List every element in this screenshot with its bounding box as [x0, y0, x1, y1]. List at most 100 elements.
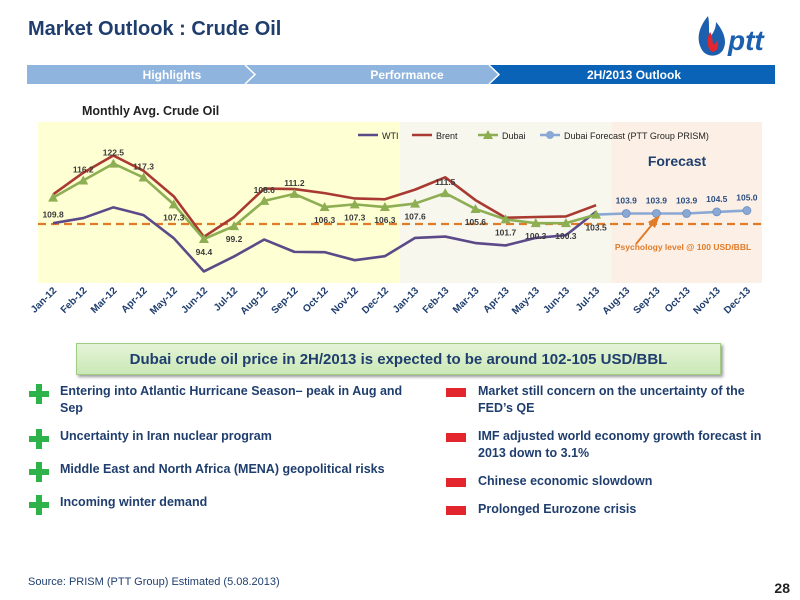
data-label-dubai: 108.6 — [254, 185, 276, 195]
x-tick-label: Oct-13 — [663, 285, 693, 315]
x-tick-label: Aug-13 — [601, 285, 633, 317]
minus-icon — [446, 478, 466, 487]
source-note: Source: PRISM (PTT Group) Estimated (5.0… — [28, 576, 280, 588]
data-label-dubai: 103.5 — [585, 223, 607, 233]
data-label-dubai: 107.3 — [344, 212, 366, 222]
data-label-forecast: 103.9 — [676, 196, 698, 206]
x-tick-label: Feb-13 — [421, 285, 452, 316]
data-point-dubai-forecast-ptt-group-prism — [742, 206, 752, 215]
reference-line-label: Psychology level @ 100 USD/BBL — [615, 242, 751, 252]
ptt-logo: ptt — [698, 16, 765, 56]
x-tick-label: Jul-13 — [574, 285, 603, 314]
data-point-dubai — [560, 218, 571, 228]
data-point-dubai — [319, 202, 330, 212]
data-point-dubai — [48, 192, 59, 202]
tab-2h2013-outlook[interactable]: 2H/2013 Outlook — [587, 68, 681, 82]
data-point-dubai — [530, 218, 541, 228]
x-tick-label: Apr-13 — [482, 285, 512, 315]
legend-label: Dubai — [502, 131, 526, 141]
data-label-dubai: 107.3 — [163, 212, 185, 222]
x-tick-label: Jun-13 — [541, 285, 572, 316]
data-point-dubai — [198, 233, 209, 243]
data-point-dubai — [440, 188, 451, 198]
data-label-dubai: 99.2 — [226, 234, 243, 244]
data-label-dubai: 117.3 — [133, 162, 154, 172]
factor-text: Incoming winter demand — [60, 495, 208, 509]
data-label-forecast: 103.9 — [646, 196, 668, 206]
data-label-dubai: 116.2 — [73, 164, 94, 174]
legend-marker — [546, 131, 554, 139]
forecast-region-label: Forecast — [648, 153, 707, 169]
ptt-logo-text: ptt — [727, 25, 765, 56]
minus-icon — [446, 433, 466, 442]
plot-region-2013-actual — [400, 122, 612, 283]
data-point-dubai — [229, 221, 240, 231]
data-label-dubai: 100.3 — [525, 231, 547, 241]
list-item: Chinese economic slowdown — [446, 473, 776, 490]
data-label-dubai: 111.2 — [284, 178, 305, 188]
tab-performance[interactable]: Performance — [370, 68, 444, 82]
list-item: IMF adjusted world economy growth foreca… — [446, 428, 776, 462]
factor-text: Middle East and North Africa (MENA) geop… — [60, 462, 385, 476]
data-label-dubai: 106.3 — [314, 215, 336, 225]
x-tick-label: Jul-12 — [212, 285, 241, 314]
chart-title: Monthly Avg. Crude Oil — [82, 104, 219, 118]
negative-factors-list: Market still concern on the uncertainty … — [446, 383, 776, 529]
legend-label: Brent — [436, 131, 458, 141]
x-tick-label: Dec-13 — [722, 285, 753, 316]
x-tick-label: Dec-12 — [360, 285, 391, 316]
x-tick-label: Apr-12 — [120, 285, 150, 315]
data-point-dubai — [410, 198, 421, 208]
x-tick-label: Mar-13 — [451, 285, 482, 316]
plus-icon — [28, 428, 50, 450]
data-label-dubai: 94.4 — [196, 247, 213, 257]
series-line-dubai-forecast-ptt-group-prism — [596, 209, 747, 216]
legend-marker — [483, 130, 493, 139]
x-tick-label: Sep-13 — [632, 285, 663, 316]
data-label-forecast: 103.9 — [616, 196, 638, 206]
x-tick-label: Jan-13 — [391, 285, 421, 315]
list-item: Market still concern on the uncertainty … — [446, 383, 776, 417]
x-tick-label: Nov-12 — [330, 285, 362, 317]
data-point-dubai — [108, 158, 119, 168]
factor-text: Chinese economic slowdown — [478, 474, 653, 488]
data-point-dubai — [500, 214, 511, 224]
outlook-callout: Dubai crude oil price in 2H/2013 is expe… — [76, 343, 721, 375]
plus-icon — [28, 383, 50, 405]
data-label-dubai: 105.6 — [465, 217, 487, 227]
list-item: Middle East and North Africa (MENA) geop… — [28, 461, 408, 483]
data-point-dubai — [138, 172, 149, 182]
x-tick-label: Oct-12 — [301, 285, 331, 315]
list-item: Entering into Atlantic Hurricane Season–… — [28, 383, 408, 417]
x-tick-label: Mar-12 — [89, 285, 120, 316]
data-point-dubai — [470, 203, 481, 213]
x-tick-label: Feb-12 — [59, 285, 90, 316]
data-label-dubai: 122.5 — [103, 148, 125, 158]
x-tick-label: Aug-12 — [239, 285, 271, 317]
forecast-arrowhead-icon — [648, 215, 660, 228]
data-point-dubai — [168, 199, 179, 209]
data-label-dubai: 107.6 — [404, 212, 426, 222]
data-point-dubai — [591, 209, 602, 219]
data-label-dubai: 101.7 — [495, 227, 517, 237]
positive-factors-list: Entering into Atlantic Hurricane Season–… — [28, 383, 408, 527]
page-number: 28 — [774, 580, 790, 596]
x-tick-label: Jan-12 — [29, 285, 59, 315]
data-point-dubai — [379, 202, 390, 212]
data-label-dubai: 100.3 — [555, 231, 577, 241]
page-title: Market Outlook : Crude Oil — [28, 18, 282, 40]
data-point-dubai — [349, 199, 360, 209]
tab-highlights[interactable]: Highlights — [143, 68, 202, 82]
ptt-flame-icon — [698, 16, 726, 56]
crude-oil-chart: Monthly Avg. Crude Oil WTI Brent Dubai Duba… — [29, 104, 762, 317]
data-point-dubai — [259, 195, 270, 205]
plot-region-forecast — [611, 122, 762, 283]
x-tick-label: May-12 — [148, 285, 180, 317]
plus-icon — [28, 461, 50, 483]
data-label-dubai: 106.3 — [374, 215, 396, 225]
data-label-dubai: 111.5 — [435, 177, 456, 187]
chart-legend: WTI Brent Dubai Dubai Forecast (PTT Group P… — [358, 130, 709, 141]
data-point-dubai-forecast-ptt-group-prism — [682, 209, 691, 218]
data-label-forecast: 104.5 — [706, 194, 728, 204]
factor-text: Uncertainty in Iran nuclear program — [60, 429, 272, 443]
